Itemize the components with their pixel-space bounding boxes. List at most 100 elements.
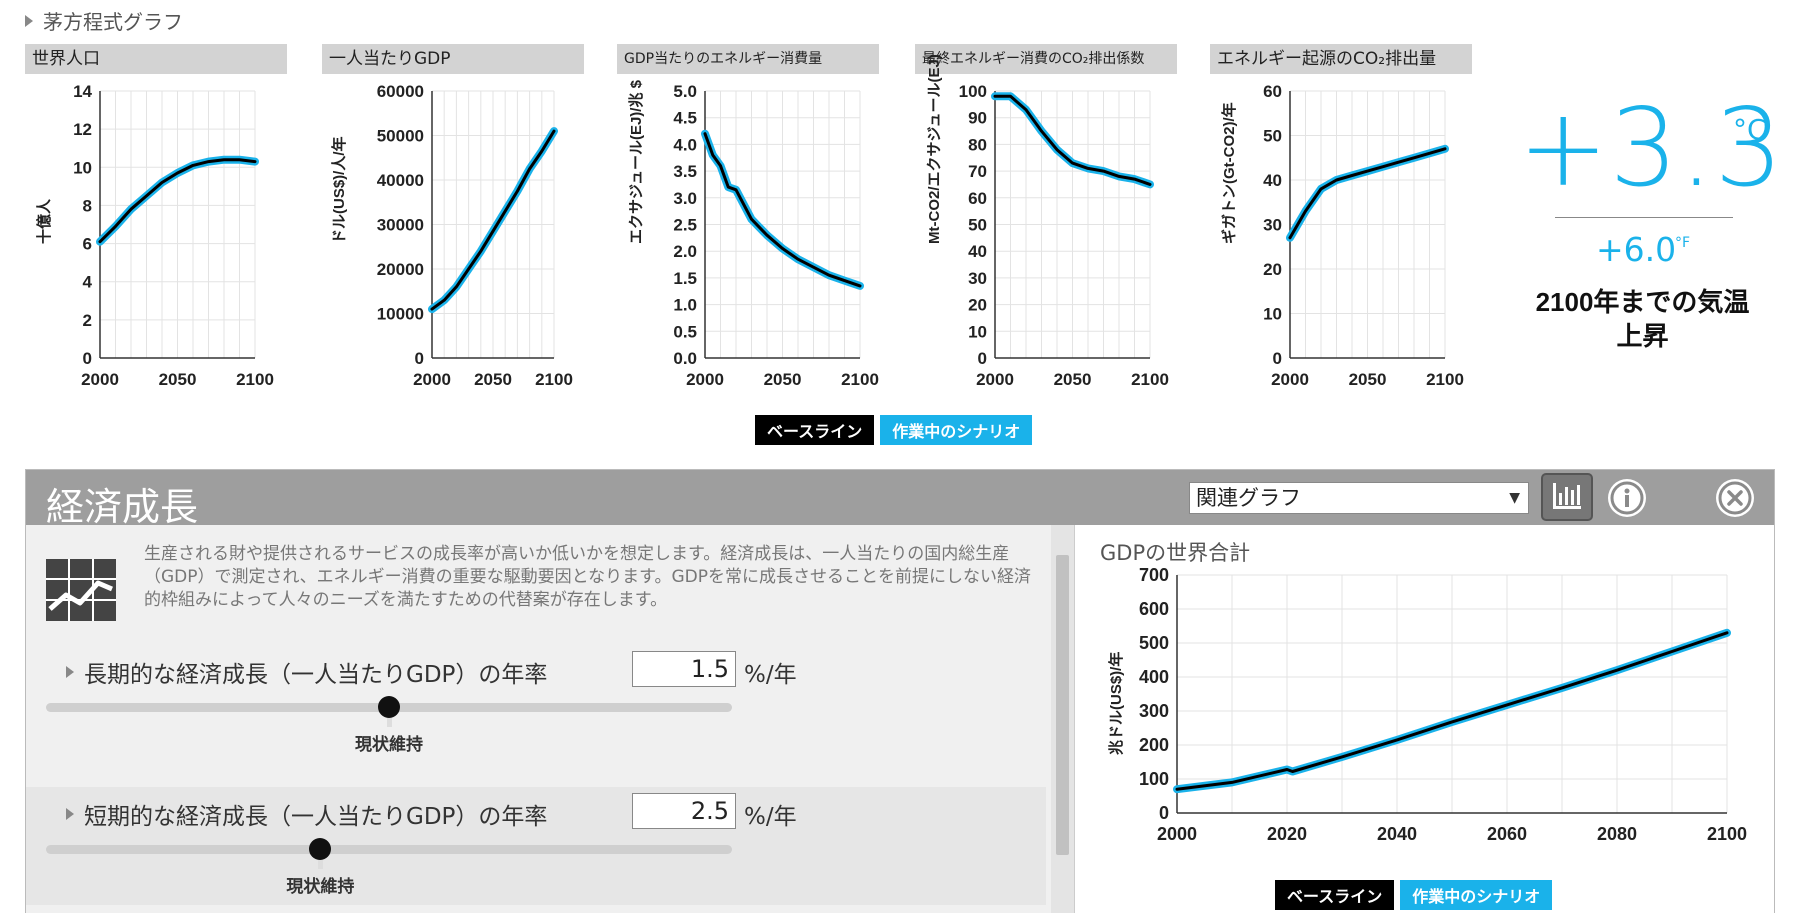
panel-title: 経済成長 bbox=[46, 485, 199, 529]
slider-unit: %/年 bbox=[744, 804, 797, 830]
temperature-label-line1: 2100年までの気温 bbox=[1535, 287, 1750, 317]
x-tick-label: 2000 bbox=[1157, 824, 1197, 844]
y-tick-label: 30 bbox=[1263, 216, 1282, 235]
expand-triangle-icon bbox=[25, 14, 33, 27]
long-term-growth-handle[interactable] bbox=[378, 696, 400, 718]
y-tick-label: 20000 bbox=[377, 260, 424, 279]
y-tick-label: 12 bbox=[73, 120, 92, 139]
legend-bottom: ベースライン 作業中のシナリオ bbox=[1275, 880, 1553, 910]
info-button[interactable] bbox=[1608, 479, 1646, 517]
slider-label-text: 短期的な経済成長（一人当たりGDP）の年率 bbox=[84, 804, 548, 830]
temperature-fahrenheit: +6.0 bbox=[1596, 230, 1677, 269]
x-tick-label: 2100 bbox=[1131, 370, 1169, 389]
mini-chart-svg: 60 50 40 30 20 10 0 2000 2050 2100 bbox=[1263, 82, 1464, 389]
y-tick-label: 0.5 bbox=[673, 322, 697, 341]
y-tick-label: 20 bbox=[968, 296, 987, 315]
slider-label-short-term[interactable]: 短期的な経済成長（一人当たりGDP）の年率 bbox=[66, 797, 547, 831]
slider-label-long-term[interactable]: 長期的な経済成長（一人当たりGDP）の年率 bbox=[66, 655, 547, 689]
y-tick-label: 5.0 bbox=[673, 82, 697, 101]
mini-chart-ylabel: ドル(US$)/人/年 bbox=[331, 136, 348, 244]
baseline-line bbox=[430, 129, 556, 311]
x-tick-label: 2000 bbox=[81, 370, 119, 389]
expand-triangle-icon bbox=[66, 666, 74, 678]
x-tick-label: 2050 bbox=[1349, 370, 1387, 389]
panel-header: 経済成長 関連グラフ ▼ bbox=[26, 470, 1774, 529]
x-tick-label: 2080 bbox=[1597, 824, 1637, 844]
x-tick-label: 2000 bbox=[686, 370, 724, 389]
x-tick-label: 2100 bbox=[841, 370, 879, 389]
short-term-growth-handle[interactable] bbox=[309, 838, 332, 860]
kaya-header[interactable]: 茅方程式グラフ bbox=[25, 6, 183, 35]
chevron-down-icon: ▼ bbox=[1509, 490, 1520, 506]
baseline-line bbox=[703, 132, 862, 288]
x-tick-label: 2050 bbox=[764, 370, 802, 389]
y-tick-label: 50 bbox=[968, 216, 987, 235]
close-button[interactable] bbox=[1716, 479, 1754, 517]
y-tick-label: 0.0 bbox=[673, 349, 697, 368]
mini-chart-ylabel: 十億人 bbox=[36, 198, 53, 244]
y-tick-label: 40000 bbox=[377, 171, 424, 190]
mini-chart-ylabel: エクサジュール(EJ)/兆 $ bbox=[628, 80, 645, 244]
info-icon bbox=[1610, 481, 1644, 515]
economic-growth-panel: 経済成長 関連グラフ ▼ bbox=[25, 469, 1775, 913]
legend-baseline: ベースライン bbox=[1275, 880, 1395, 910]
y-tick-label: 2.5 bbox=[673, 216, 697, 235]
y-tick-label: 1.5 bbox=[673, 269, 697, 288]
bar-chart-icon bbox=[1553, 483, 1581, 509]
chart-view-button[interactable] bbox=[1541, 473, 1593, 521]
y-tick-label: 30 bbox=[968, 269, 987, 288]
kaya-title: 茅方程式グラフ bbox=[43, 10, 183, 34]
slider-unit: %/年 bbox=[744, 662, 797, 688]
close-icon bbox=[1718, 481, 1752, 515]
scrollbar-thumb[interactable] bbox=[1056, 555, 1069, 855]
y-tick-label: 4.0 bbox=[673, 135, 697, 154]
mini-chart-ylabel: ギガトン(Gt-CO2)/年 bbox=[1221, 102, 1238, 244]
slider-row-long-term: 長期的な経済成長（一人当たりGDP）の年率 1.5 %/年 現状維持 bbox=[26, 645, 1046, 763]
mini-chart-title: エネルギー起源のCO₂排出量 bbox=[1210, 44, 1472, 74]
x-tick-label: 2020 bbox=[1267, 824, 1307, 844]
baseline-line bbox=[993, 94, 1152, 186]
slider-tick bbox=[386, 717, 392, 727]
y-tick-label: 60 bbox=[1263, 82, 1282, 101]
x-tick-label: 2100 bbox=[535, 370, 573, 389]
mini-chart-svg: 5.0 4.5 4.0 3.5 3.0 2.5 2.0 1.5 1.0 0.5 0.0 2000 205… bbox=[673, 82, 879, 389]
x-tick-label: 2060 bbox=[1487, 824, 1527, 844]
mini-chart-ylabel: Mt-CO2/エクサジュール(EJ) bbox=[926, 54, 943, 244]
x-tick-label: 2000 bbox=[976, 370, 1014, 389]
x-tick-label: 2050 bbox=[474, 370, 512, 389]
y-tick-label: 80 bbox=[968, 135, 987, 154]
y-tick-label: 2 bbox=[83, 311, 92, 330]
settings-scrollbar[interactable] bbox=[1051, 525, 1074, 913]
x-tick-label: 2100 bbox=[236, 370, 274, 389]
short-term-growth-slider[interactable] bbox=[46, 845, 732, 854]
slider-label-text: 長期的な経済成長（一人当たりGDP）の年率 bbox=[84, 662, 548, 688]
temperature-divider bbox=[1555, 217, 1733, 218]
y-tick-label: 20 bbox=[1263, 260, 1282, 279]
y-tick-label: 4 bbox=[83, 273, 93, 292]
temperature-celsius: +3.3 bbox=[1518, 86, 1785, 211]
y-tick-label: 60000 bbox=[377, 82, 424, 101]
short-term-growth-input[interactable]: 2.5 bbox=[632, 793, 736, 829]
legend-scenario: 作業中のシナリオ bbox=[1400, 880, 1553, 910]
baseline-line bbox=[1175, 631, 1729, 791]
y-tick-label: 2.0 bbox=[673, 242, 697, 261]
y-tick-label: 200 bbox=[1139, 735, 1169, 755]
y-tick-label: 40 bbox=[968, 242, 987, 261]
legend-scenario: 作業中のシナリオ bbox=[880, 415, 1033, 445]
y-tick-label: 300 bbox=[1139, 701, 1169, 721]
y-tick-label: 10000 bbox=[377, 305, 424, 324]
y-tick-label: 100 bbox=[1139, 769, 1169, 789]
temperature-label: 2100年までの気温 上昇 bbox=[1500, 285, 1785, 353]
related-graph-select[interactable]: 関連グラフ ▼ bbox=[1189, 482, 1529, 514]
temperature-fahrenheit-unit: °F bbox=[1675, 235, 1691, 251]
long-term-growth-input[interactable]: 1.5 bbox=[632, 651, 736, 687]
y-tick-label: 700 bbox=[1139, 565, 1169, 585]
y-tick-label: 0 bbox=[415, 349, 424, 368]
y-tick-label: 0 bbox=[1159, 803, 1169, 823]
temperature-label-line2: 上昇 bbox=[1616, 321, 1669, 351]
mini-chart-svg: 60000 50000 40000 30000 20000 10000 0 2000 2050 2… bbox=[377, 82, 573, 389]
legend-top: ベースライン 作業中のシナリオ bbox=[755, 415, 1033, 445]
y-tick-label: 1.0 bbox=[673, 296, 697, 315]
